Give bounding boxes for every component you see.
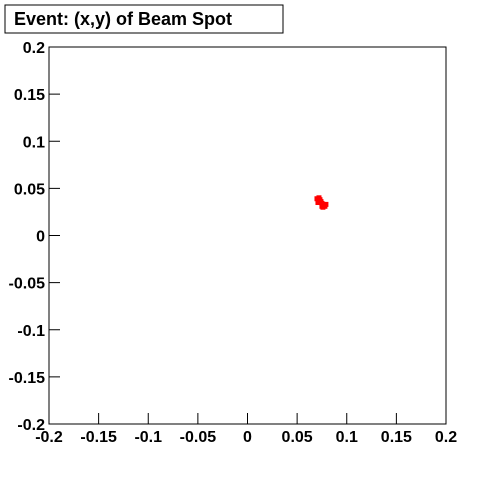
x-tick-label: 0.1	[336, 429, 358, 446]
point	[319, 203, 325, 209]
title-box	[4, 4, 284, 34]
x-tick-label: 0	[243, 429, 252, 446]
y-tick-label: 0.1	[23, 134, 45, 151]
x-tick-label: -0.15	[80, 429, 117, 446]
y-tick-label: 0.2	[23, 40, 45, 57]
x-tick-label: -0.1	[134, 429, 162, 446]
y-tick-label: 0.15	[14, 87, 45, 104]
y-tick-label: 0	[36, 229, 45, 246]
y-tick-label: -0.1	[17, 323, 45, 340]
x-tick-label: -0.2	[35, 429, 63, 446]
point	[323, 201, 329, 207]
chart-title: Event: (x,y) of Beam Spot	[14, 9, 232, 29]
y-tick-label: -0.15	[9, 370, 46, 387]
x-tick-label: 0.05	[282, 429, 313, 446]
y-tick-label: -0.05	[9, 276, 46, 293]
y-tick-label: -0.2	[17, 417, 45, 434]
x-tick-label: -0.05	[180, 429, 217, 446]
y-tick-label: 0.05	[14, 181, 45, 198]
plot-frame	[48, 46, 447, 425]
point	[318, 199, 324, 205]
x-tick-label: 0.2	[435, 429, 457, 446]
x-tick-label: 0.15	[381, 429, 412, 446]
point	[316, 195, 322, 201]
point	[315, 200, 321, 206]
